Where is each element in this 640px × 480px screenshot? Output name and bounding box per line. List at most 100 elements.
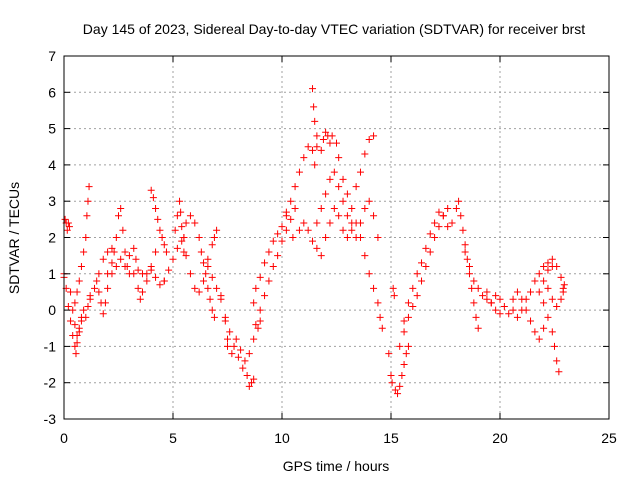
data-point — [483, 295, 491, 303]
data-point — [426, 230, 434, 238]
data-point — [535, 335, 543, 343]
data-point — [459, 226, 467, 234]
y-tick-labels: -3 -2 -1 0 1 2 3 4 5 6 7 — [44, 48, 57, 427]
data-point — [313, 132, 321, 140]
data-point — [455, 197, 463, 205]
data-point — [208, 273, 216, 281]
data-point — [333, 139, 340, 147]
data-point — [156, 281, 164, 289]
data-point — [130, 244, 138, 252]
data-point — [365, 197, 373, 205]
data-point — [85, 183, 93, 191]
data-point — [245, 382, 253, 390]
data-point — [282, 226, 290, 234]
data-point — [256, 273, 264, 281]
data-point — [112, 234, 120, 241]
data-point — [204, 255, 212, 263]
data-point — [461, 248, 469, 256]
data-point — [75, 277, 83, 285]
data-point — [553, 357, 561, 365]
x-tick-label: 25 — [601, 430, 617, 446]
data-point — [396, 342, 404, 350]
data-point — [470, 299, 478, 307]
data-point — [69, 306, 77, 314]
data-point — [339, 175, 347, 183]
data-point — [435, 223, 443, 231]
data-point — [134, 284, 142, 292]
data-point — [200, 277, 208, 285]
data-point — [99, 255, 107, 263]
y-tick-label: 0 — [48, 302, 56, 318]
data-point — [95, 270, 103, 278]
data-point — [232, 335, 240, 343]
data-point — [513, 313, 521, 321]
data-point — [241, 357, 249, 365]
data-point — [82, 313, 90, 321]
data-point — [71, 321, 79, 329]
data-point — [361, 252, 369, 260]
data-point — [560, 281, 568, 289]
data-point — [261, 259, 269, 267]
data-point — [313, 244, 321, 252]
data-point — [261, 292, 269, 300]
data-point — [186, 270, 194, 278]
data-point — [339, 197, 347, 205]
data-point — [311, 117, 319, 125]
data-point — [143, 270, 151, 278]
data-point — [374, 234, 382, 241]
data-point — [496, 310, 504, 318]
data-point — [156, 226, 164, 234]
x-axis-label: GPS time / hours — [283, 458, 390, 474]
data-point — [178, 223, 186, 231]
data-point — [160, 277, 168, 285]
data-point — [82, 234, 90, 241]
data-point — [551, 342, 558, 350]
data-point — [245, 350, 253, 358]
data-point — [200, 259, 208, 267]
data-point — [402, 350, 410, 358]
data-point — [265, 277, 273, 285]
x-tick-label: 10 — [274, 430, 290, 446]
data-point — [182, 219, 190, 227]
x-tick-labels: 0 5 10 15 20 25 — [60, 430, 617, 446]
chart-title: Day 145 of 2023, Sidereal Day-to-day VTE… — [83, 21, 585, 37]
x-tick-label: 5 — [169, 430, 177, 446]
data-point — [509, 306, 517, 314]
data-point — [93, 277, 101, 285]
data-point — [65, 223, 73, 231]
data-point — [343, 212, 351, 220]
data-point — [99, 310, 107, 318]
data-point — [335, 212, 343, 220]
data-point — [365, 135, 373, 143]
data-point — [136, 295, 144, 303]
data-point — [226, 328, 234, 336]
data-point — [191, 284, 199, 292]
data-point — [95, 288, 103, 296]
data-point — [461, 241, 469, 249]
data-point — [252, 321, 260, 329]
data-point — [313, 143, 321, 151]
data-point — [404, 313, 412, 321]
data-point — [269, 263, 277, 271]
data-point — [465, 263, 473, 271]
data-point — [73, 339, 81, 347]
data-point — [343, 234, 351, 241]
data-point — [555, 368, 563, 376]
data-point — [544, 313, 552, 321]
y-tick-label: 5 — [48, 121, 56, 137]
data-point — [213, 284, 221, 292]
data-point — [121, 263, 129, 271]
data-point — [71, 299, 79, 307]
data-point — [400, 317, 408, 325]
data-point — [213, 226, 221, 234]
data-point — [173, 244, 181, 252]
data-point — [300, 154, 308, 162]
data-point — [317, 146, 325, 154]
data-point — [396, 382, 404, 390]
data-point — [204, 284, 212, 292]
data-point — [243, 371, 251, 379]
data-point — [269, 237, 277, 245]
x-tick-label: 0 — [60, 430, 68, 446]
data-point — [191, 219, 199, 227]
